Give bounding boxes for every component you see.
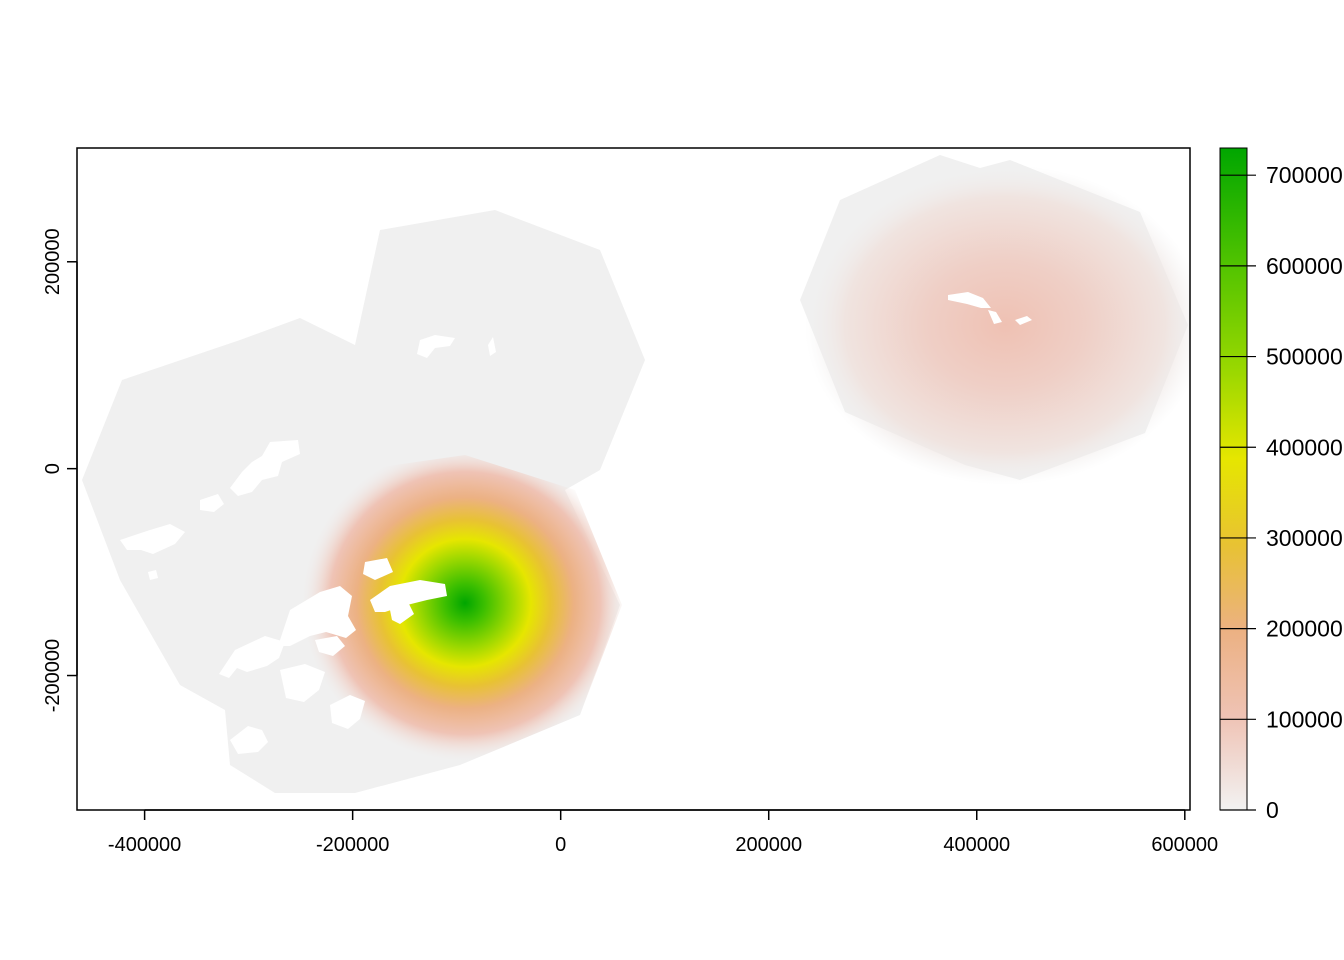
legend-ticks: 0 100000 200000 300000 400000 500000 600000 700… [1220, 162, 1343, 823]
x-tick-label: 0 [555, 834, 566, 856]
y-tick-label: 0 [42, 463, 64, 474]
legend-tick-label: 300000 [1266, 525, 1343, 551]
x-tick-label: 200000 [735, 834, 802, 856]
legend-tick-label: 100000 [1266, 706, 1343, 732]
x-axis: -400000 -200000 0 200000 400000 600000 [108, 809, 1218, 856]
hotspot-east [805, 165, 1190, 485]
legend-tick-label: 200000 [1266, 616, 1343, 642]
x-tick-label: -200000 [316, 834, 389, 856]
land-masses [120, 292, 1032, 754]
legend-tick-label: 0 [1266, 797, 1279, 823]
legend-tick-label: 700000 [1266, 162, 1343, 188]
legend-tick-label: 600000 [1266, 253, 1343, 279]
y-tick-label: 200000 [42, 228, 64, 295]
legend: 0 100000 200000 300000 400000 500000 600000 700… [1219, 147, 1343, 823]
x-tick-label: 400000 [943, 834, 1010, 856]
legend-tick-label: 500000 [1266, 344, 1343, 370]
raster-layer [82, 155, 1190, 793]
legend-tick-label: 400000 [1266, 434, 1343, 460]
legend-colorbar [1219, 147, 1248, 811]
x-tick-label: 600000 [1151, 834, 1218, 856]
y-axis: -200000 0 200000 [42, 228, 78, 712]
x-tick-label: -400000 [108, 834, 181, 856]
y-tick-label: -200000 [42, 639, 64, 712]
